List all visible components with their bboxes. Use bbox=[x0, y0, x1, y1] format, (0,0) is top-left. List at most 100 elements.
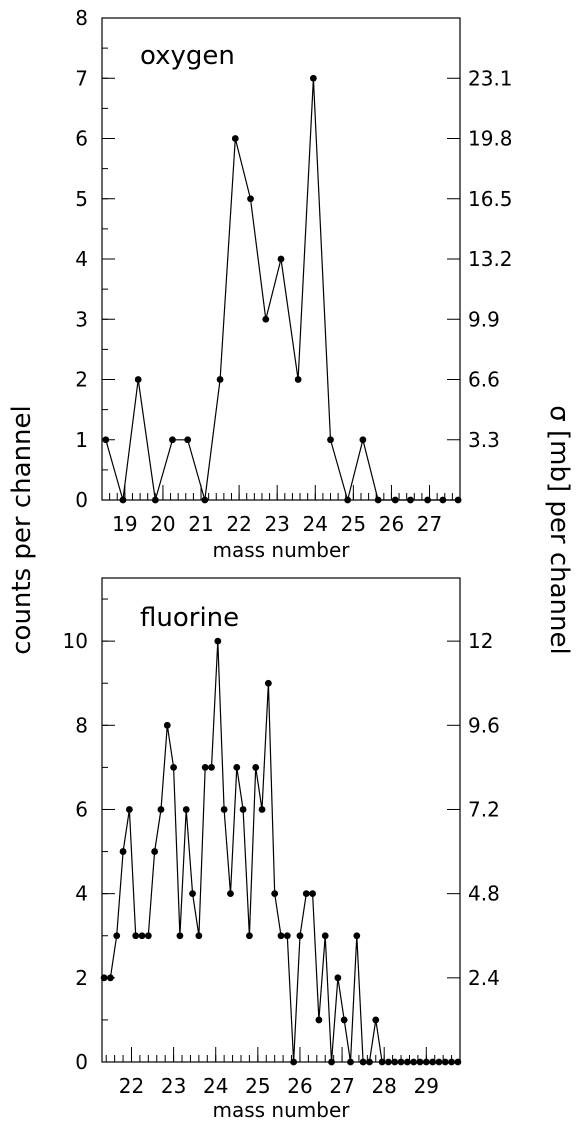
data-point bbox=[184, 436, 192, 444]
y-tick-label: 5 bbox=[75, 187, 88, 211]
data-point bbox=[163, 721, 171, 729]
y-tick-label: 3 bbox=[75, 307, 88, 331]
data-point bbox=[262, 315, 270, 323]
data-point bbox=[134, 376, 142, 383]
data-point bbox=[454, 496, 462, 504]
data-point bbox=[100, 974, 108, 982]
data-point bbox=[372, 1016, 380, 1024]
data-point bbox=[125, 806, 133, 813]
data-point bbox=[309, 74, 317, 82]
data-point bbox=[227, 890, 234, 898]
chart-panel-oxygen: 19 20 21 22 23 24 25 26 270123456783.36.69.913.2… bbox=[75, 6, 512, 562]
x-tick-label: 19 bbox=[112, 512, 137, 536]
data-point bbox=[252, 763, 260, 771]
data-point bbox=[378, 1058, 386, 1066]
y-tick-label: 2 bbox=[75, 368, 88, 392]
data-point bbox=[195, 932, 203, 940]
x-axis-title: mass number bbox=[213, 538, 351, 562]
data-point bbox=[271, 890, 279, 898]
data-point bbox=[422, 1058, 430, 1066]
x-tick-label: 22 bbox=[226, 512, 251, 536]
y-tick-label: 4 bbox=[75, 247, 88, 271]
data-point bbox=[201, 763, 209, 771]
y2-tick-label: 4.8 bbox=[468, 882, 500, 906]
data-point bbox=[416, 1058, 424, 1066]
x-tick-label: 25 bbox=[341, 512, 366, 536]
data-point bbox=[208, 763, 215, 771]
data-point bbox=[102, 436, 110, 444]
series-line bbox=[105, 78, 459, 503]
data-point bbox=[407, 496, 414, 504]
panels: 19 20 21 22 23 24 25 26 270123456783.36.69.913.2… bbox=[63, 6, 513, 1122]
data-point bbox=[151, 848, 159, 855]
data-point bbox=[353, 932, 361, 940]
data-point bbox=[340, 1016, 348, 1024]
data-point bbox=[385, 1058, 392, 1066]
data-point bbox=[410, 1058, 418, 1066]
y2-tick-label: 16.5 bbox=[468, 187, 513, 211]
x-tick-label: 28 bbox=[371, 1074, 396, 1098]
data-point bbox=[144, 932, 152, 940]
y-tick-label: 1 bbox=[75, 428, 88, 452]
data-point bbox=[233, 763, 241, 771]
data-point bbox=[264, 679, 272, 687]
panel-title: fluorine bbox=[140, 603, 239, 633]
data-point bbox=[283, 932, 291, 940]
data-point bbox=[138, 932, 146, 940]
data-point bbox=[290, 1058, 298, 1066]
y2-tick-label: 9.6 bbox=[468, 713, 500, 737]
data-point bbox=[169, 436, 176, 444]
x-tick-label: 24 bbox=[203, 1074, 228, 1098]
data-point bbox=[374, 496, 382, 504]
x-tick-label: 26 bbox=[379, 512, 404, 536]
data-point bbox=[258, 806, 266, 813]
y2-tick-label: 23.1 bbox=[468, 66, 513, 90]
data-point bbox=[170, 763, 178, 771]
y-tick-label: 2 bbox=[75, 966, 88, 990]
data-point bbox=[302, 890, 310, 898]
x-tick-label: 24 bbox=[303, 512, 328, 536]
data-point bbox=[119, 496, 127, 504]
y2-tick-label: 7.2 bbox=[468, 797, 500, 821]
y2-tick-label: 13.2 bbox=[468, 247, 513, 271]
data-point bbox=[214, 637, 222, 645]
panel-title: oxygen bbox=[140, 41, 235, 71]
data-point bbox=[391, 496, 399, 504]
y-tick-label: 8 bbox=[75, 6, 88, 30]
data-point bbox=[132, 932, 140, 940]
y-tick-label: 6 bbox=[75, 797, 88, 821]
x-tick-label: 23 bbox=[264, 512, 289, 536]
x-tick-label: 27 bbox=[417, 512, 442, 536]
data-point bbox=[448, 1058, 455, 1066]
data-point bbox=[189, 890, 196, 898]
data-point bbox=[454, 1058, 462, 1066]
data-point bbox=[347, 1058, 354, 1066]
y2-tick-label: 19.8 bbox=[468, 127, 513, 151]
chart-panel-fluorine: 22 23 24 25 26 27 28 2902468102.44.87.29.612flu… bbox=[63, 577, 500, 1122]
data-point bbox=[157, 806, 165, 813]
data-point bbox=[246, 932, 253, 940]
y-tick-label: 6 bbox=[75, 127, 88, 151]
right-axis-title: σ [mb] per channel bbox=[544, 405, 574, 654]
data-point bbox=[182, 806, 190, 813]
plot-frame bbox=[101, 577, 461, 1063]
data-point bbox=[113, 932, 121, 940]
x-axis-title: mass number bbox=[213, 1098, 351, 1122]
data-point bbox=[216, 376, 224, 383]
data-point bbox=[201, 496, 209, 504]
data-point bbox=[247, 195, 254, 203]
data-point bbox=[220, 806, 228, 813]
data-point bbox=[328, 1058, 335, 1066]
y-tick-label: 0 bbox=[75, 1050, 88, 1074]
data-point bbox=[231, 135, 239, 142]
data-point bbox=[366, 1058, 373, 1066]
x-tick-label: 20 bbox=[150, 512, 175, 536]
y2-tick-label: 6.6 bbox=[468, 368, 500, 392]
data-point bbox=[359, 1058, 367, 1066]
data-point bbox=[403, 1058, 411, 1066]
data-point bbox=[151, 496, 159, 504]
data-point bbox=[435, 1058, 443, 1066]
y-tick-label: 10 bbox=[63, 629, 88, 653]
data-point bbox=[277, 255, 285, 263]
